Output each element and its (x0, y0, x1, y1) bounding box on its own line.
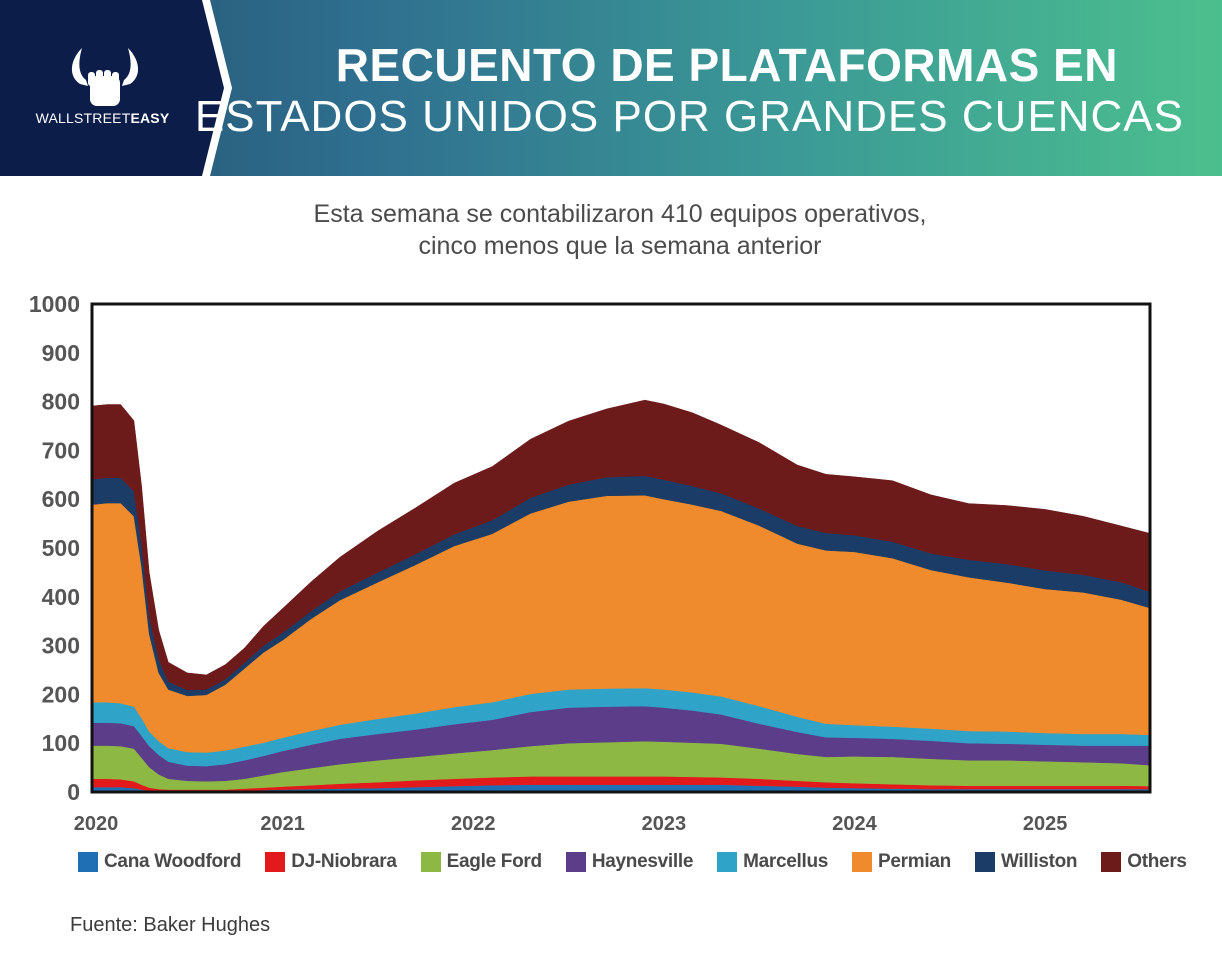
brand-name: WALLSTREETEASY (0, 110, 205, 126)
legend-label: Cana Woodford (104, 851, 242, 872)
x-axis-ticks: 2020 2021 2022 2023 2024 2025 (74, 813, 1068, 835)
legend-label: Others (1127, 851, 1187, 872)
legend-item: Haynesville (565, 851, 694, 873)
plot-frame (90, 302, 1152, 794)
y-tick-label: 900 (42, 340, 80, 366)
legend-swatch (265, 852, 286, 872)
y-tick-label: 200 (42, 681, 80, 707)
x-tick-label: 2024 (832, 813, 877, 835)
brand-suffix: EASY (130, 110, 170, 126)
legend-item: Permian (852, 851, 951, 873)
y-tick-label: 700 (42, 437, 80, 463)
legend: Cana Woodford DJ-Niobrara Eagle Ford Haynes… (78, 848, 1211, 876)
legend-swatch (420, 852, 441, 872)
legend-swatch (974, 852, 995, 872)
x-tick-label: 2020 (74, 813, 119, 835)
legend-item: Cana Woodford (78, 851, 241, 873)
legend-label: Williston (1000, 851, 1078, 872)
legend-label: DJ-Niobrara (291, 851, 397, 872)
legend-item: Marcellus (717, 851, 828, 873)
y-tick-label: 100 (42, 730, 80, 756)
brand-prefix: WALLSTREET (35, 110, 131, 126)
legend-item: Others (1101, 851, 1187, 873)
legend-item: DJ-Niobrara (265, 851, 397, 873)
y-tick-label: 600 (42, 486, 80, 512)
legend-swatch (852, 852, 873, 872)
subtitle-line2: cinco menos que la semana anterior (418, 232, 822, 260)
title-line2: ESTADOS UNIDOS POR GRANDES CUENCAS (194, 92, 1184, 141)
y-tick-label: 1000 (29, 291, 80, 317)
legend-swatch (1101, 852, 1122, 872)
y-tick-label: 400 (42, 584, 80, 610)
logo-panel-shape (0, 0, 232, 176)
legend-item: Williston (974, 851, 1078, 873)
subtitle: Esta semana se contabilizaron 410 equipo… (0, 198, 1222, 262)
source-note: Fuente: Baker Hughes (70, 914, 271, 936)
logo-panel: WALLSTREETEASY (0, 0, 240, 176)
subtitle-line1: Esta semana se contabilizaron 410 equipo… (313, 200, 927, 228)
legend-item: Eagle Ford (420, 851, 542, 873)
legend-swatch (565, 852, 586, 872)
x-tick-label: 2021 (260, 813, 305, 835)
y-axis-ticks: 0 100 200 300 400 500 600 700 800 900 1000 (29, 291, 80, 805)
bull-fist-icon (71, 48, 139, 106)
legend-label: Permian (878, 851, 951, 872)
legend-label: Eagle Ford (446, 851, 542, 872)
y-tick-label: 500 (42, 535, 80, 561)
title-line1: RECUENTO DE PLATAFORMAS EN (335, 39, 1118, 91)
y-tick-label: 800 (42, 389, 80, 415)
y-tick-label: 300 (42, 633, 80, 659)
legend-swatch (717, 852, 738, 872)
x-tick-label: 2023 (642, 813, 687, 835)
header-banner: WALLSTREETEASY RECUENTO DE PLATAFORMAS E… (0, 0, 1222, 176)
legend-swatch (78, 852, 98, 872)
legend-label: Marcellus (743, 851, 829, 872)
y-tick-label: 0 (67, 779, 80, 805)
x-tick-label: 2022 (451, 813, 496, 835)
series-areas (91, 399, 1151, 793)
x-tick-label: 2025 (1023, 813, 1068, 835)
legend-label: Haynesville (591, 851, 694, 872)
